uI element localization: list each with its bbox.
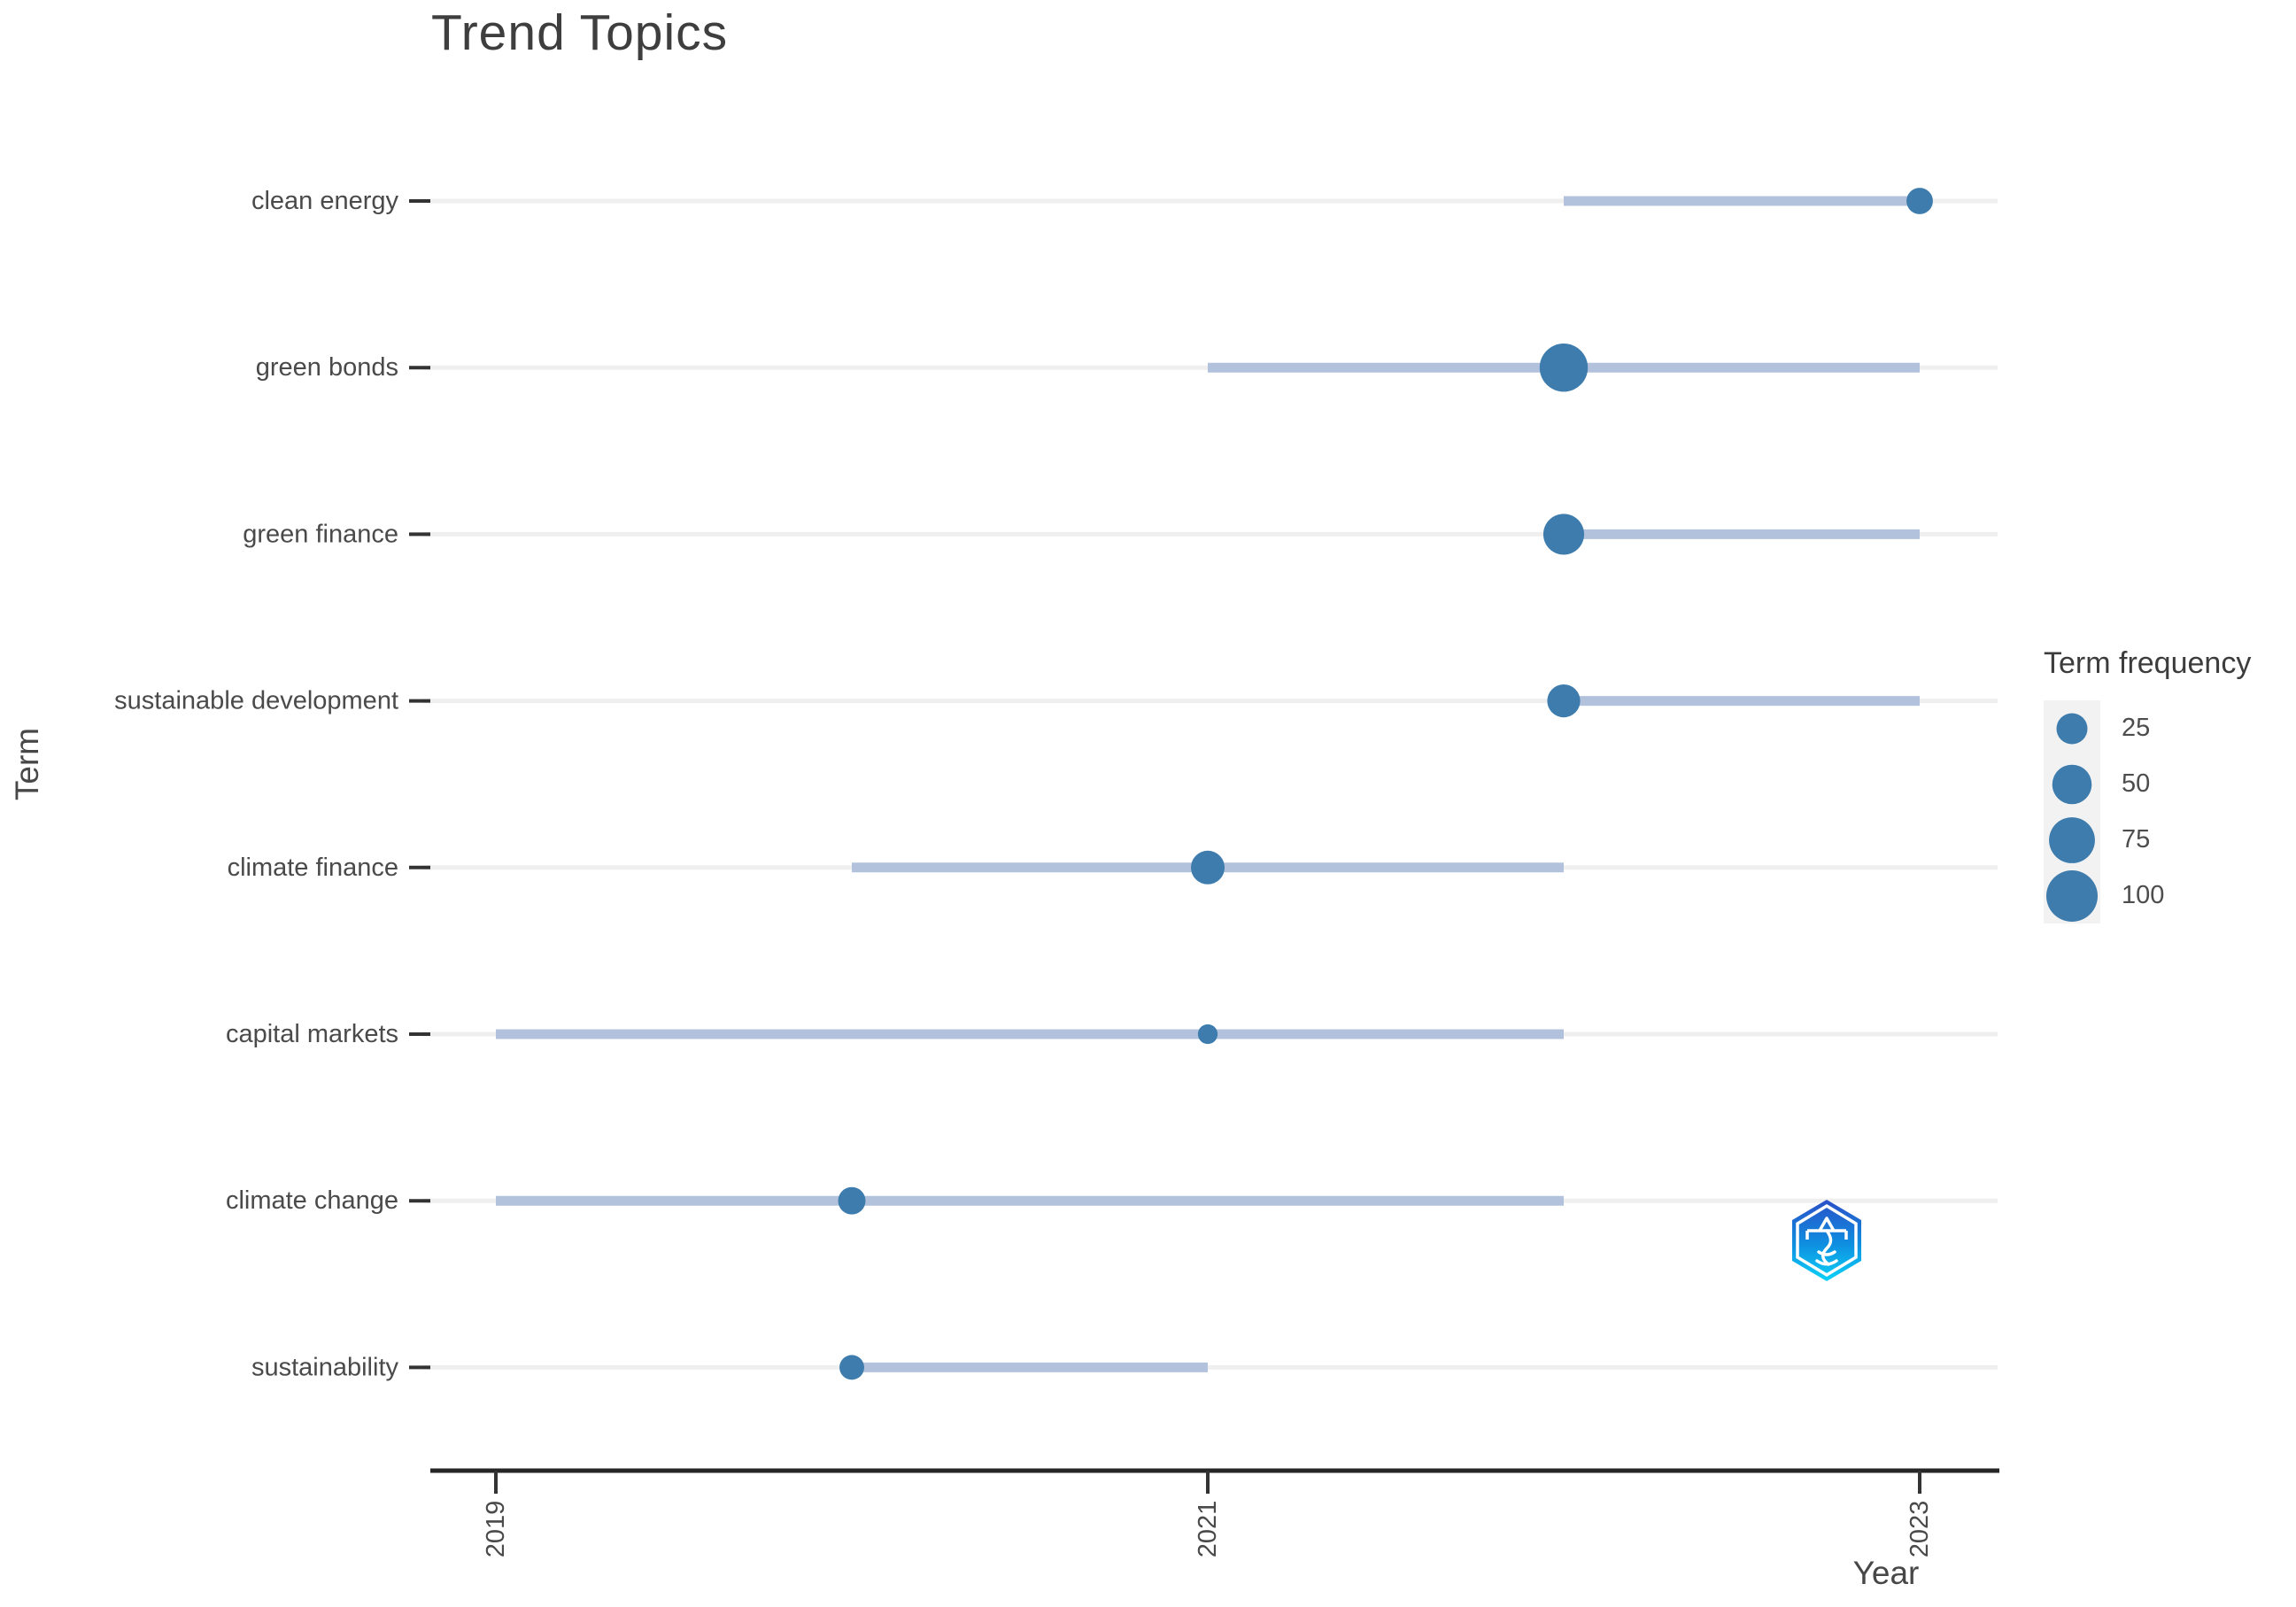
term-frequency-dot	[1539, 343, 1589, 392]
y-tick-label: sustainable development	[114, 687, 398, 715]
term-frequency-dot	[1547, 684, 1581, 718]
legend-key: 25	[2044, 700, 2296, 756]
term-frequency-dot	[1190, 850, 1225, 885]
y-tick-label: green bonds	[256, 353, 398, 382]
legend-value-label: 100	[2122, 881, 2165, 909]
term-frequency-dot	[1197, 1024, 1218, 1045]
legend: Term frequency 25 50 75 100	[2044, 646, 2296, 923]
legend-key: 75	[2044, 812, 2296, 868]
x-tick-label: 2023	[1906, 1500, 1934, 1558]
term-frequency-dot	[1906, 188, 1933, 214]
legend-value-label: 75	[2122, 825, 2151, 854]
chart-title: Trend Topics	[431, 4, 729, 61]
y-tick-label: sustainability	[251, 1353, 399, 1381]
legend-keys: 25 50 75 100	[2044, 700, 2296, 923]
legend-value-label: 50	[2122, 769, 2151, 798]
legend-key: 100	[2044, 868, 2296, 923]
legend-key: 50	[2044, 756, 2296, 812]
term-frequency-dot	[839, 1355, 864, 1380]
legend-size-swatch	[2044, 812, 2100, 868]
term-frequency-dot	[1542, 514, 1585, 555]
legend-circle	[2056, 713, 2088, 744]
x-axis-title: Year	[1852, 1555, 1920, 1591]
y-tick-label: clean energy	[251, 187, 399, 215]
legend-circle	[2052, 764, 2092, 804]
x-tick-label: 2019	[482, 1500, 510, 1558]
watermark-logo-icon	[1785, 1197, 1868, 1284]
x-tick-label: 2021	[1194, 1500, 1222, 1558]
term-frequency-dot	[838, 1186, 866, 1215]
y-tick-label: capital markets	[226, 1020, 398, 1048]
legend-circle	[2049, 816, 2095, 863]
legend-value-label: 25	[2122, 714, 2151, 742]
legend-size-swatch	[2044, 756, 2100, 812]
y-tick-label: climate change	[226, 1186, 398, 1215]
y-tick-label: green finance	[243, 520, 398, 548]
legend-size-swatch	[2044, 700, 2100, 756]
legend-title: Term frequency	[2044, 646, 2252, 680]
legend-circle	[2046, 869, 2098, 922]
y-tick-label: climate finance	[228, 854, 398, 882]
legend-size-swatch	[2044, 868, 2100, 923]
